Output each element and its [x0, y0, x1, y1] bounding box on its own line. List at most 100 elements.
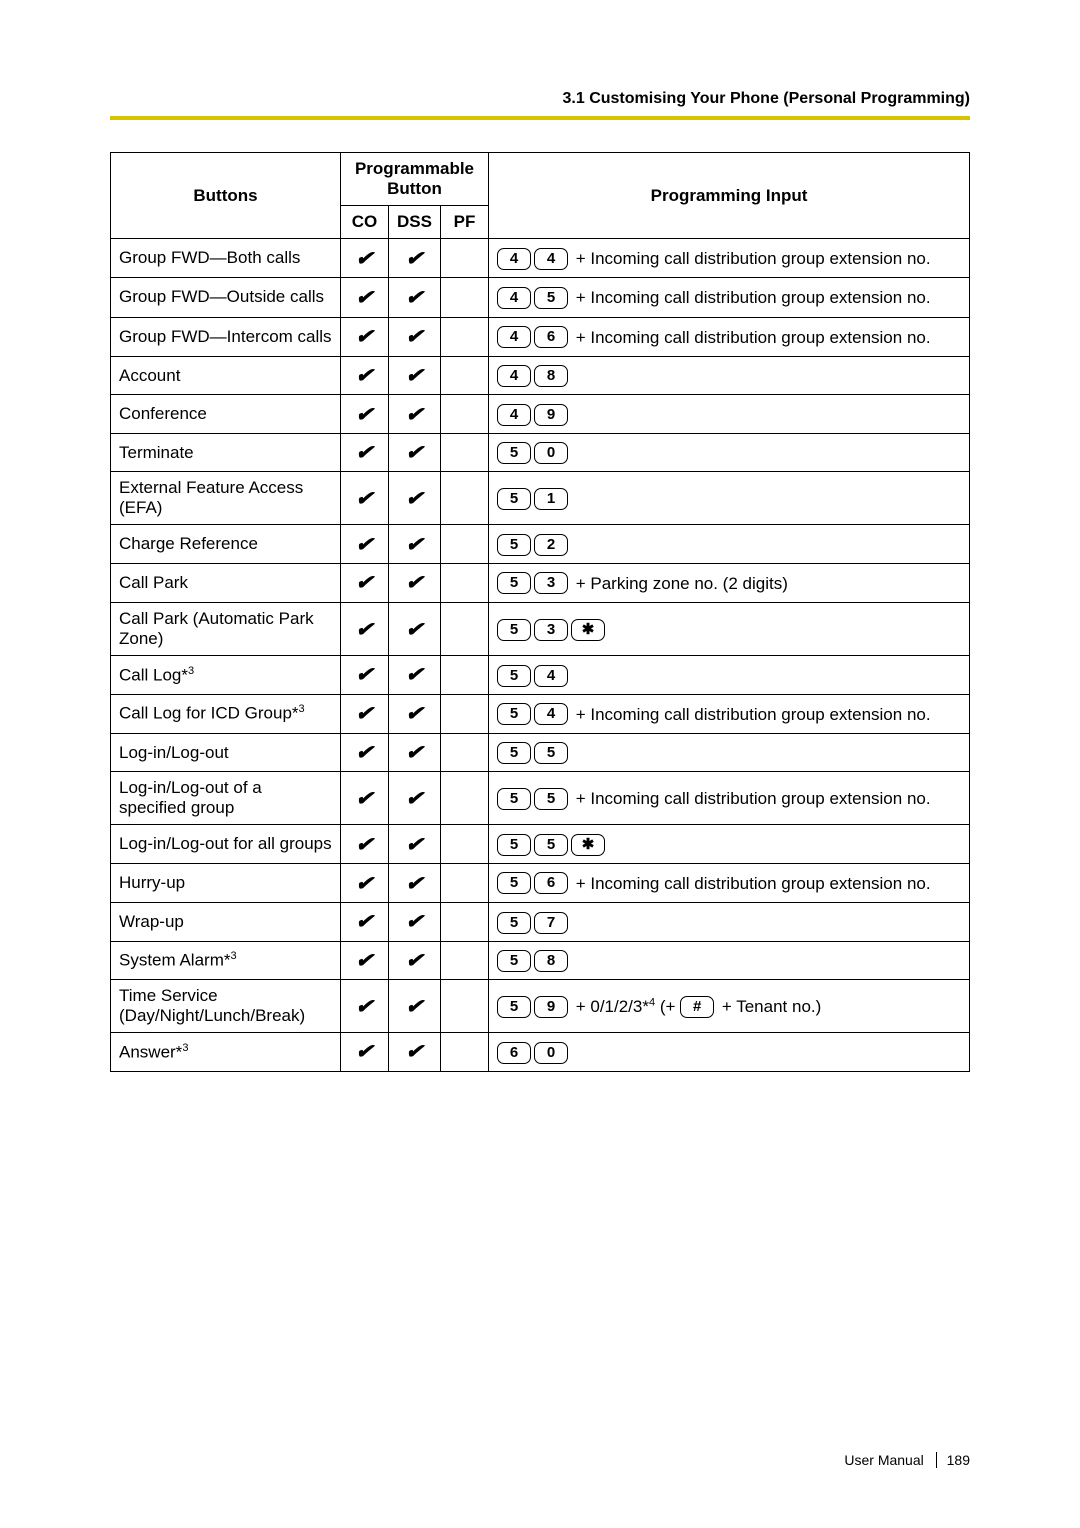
cell-co: ✔ — [341, 317, 389, 356]
cell-dss: ✔ — [389, 694, 441, 733]
cell-dss: ✔ — [389, 472, 441, 525]
th-pf: PF — [441, 206, 489, 239]
check-icon: ✔ — [405, 994, 423, 1019]
cell-co: ✔ — [341, 395, 389, 434]
check-icon: ✔ — [355, 832, 373, 857]
check-icon: ✔ — [355, 402, 373, 427]
cell-button-label: Log-in/Log-out — [111, 733, 341, 772]
cell-dss: ✔ — [389, 656, 441, 695]
cell-pf — [441, 694, 489, 733]
cell-dss: ✔ — [389, 772, 441, 825]
cell-programming-input: 51 — [489, 472, 970, 525]
cell-pf — [441, 603, 489, 656]
cell-button-label: Conference — [111, 395, 341, 434]
cell-button-label: System Alarm*3 — [111, 941, 341, 980]
cell-programming-input: 45 + Incoming call distribution group ex… — [489, 278, 970, 317]
keycap: 5 — [534, 287, 568, 309]
keycap: 3 — [534, 619, 568, 641]
check-icon: ✔ — [355, 440, 373, 465]
programming-table: Buttons Programmable Button Programming … — [110, 152, 970, 1072]
table-row: Hurry-up✔✔56 + Incoming call distributio… — [111, 863, 970, 902]
table-row: Call Log*3✔✔54 — [111, 656, 970, 695]
cell-programming-input: 59 + 0/1/2/3*4 (+ # + Tenant no.) — [489, 980, 970, 1033]
cell-pf — [441, 317, 489, 356]
cell-button-label: Log-in/Log-out of a specified group — [111, 772, 341, 825]
cell-co: ✔ — [341, 1033, 389, 1072]
cell-dss: ✔ — [389, 563, 441, 602]
cell-dss: ✔ — [389, 1033, 441, 1072]
cell-pf — [441, 433, 489, 472]
check-icon: ✔ — [355, 740, 373, 765]
cell-co: ✔ — [341, 941, 389, 980]
cell-co: ✔ — [341, 603, 389, 656]
keycap: 0 — [534, 442, 568, 464]
section-header: 3.1 Customising Your Phone (Personal Pro… — [110, 90, 970, 120]
check-icon: ✔ — [355, 948, 373, 973]
table-row: Group FWD—Both calls✔✔44 + Incoming call… — [111, 239, 970, 278]
cell-dss: ✔ — [389, 733, 441, 772]
cell-pf — [441, 825, 489, 864]
input-suffix: + Incoming call distribution group exten… — [571, 704, 931, 723]
cell-co: ✔ — [341, 694, 389, 733]
cell-programming-input: 55✱ — [489, 825, 970, 864]
cell-pf — [441, 356, 489, 395]
footer-manual: User Manual — [844, 1452, 923, 1468]
cell-button-label: Account — [111, 356, 341, 395]
keycap: 0 — [534, 1042, 568, 1064]
cell-dss: ✔ — [389, 356, 441, 395]
check-icon: ✔ — [405, 285, 423, 310]
keycap: 5 — [497, 665, 531, 687]
check-icon: ✔ — [405, 486, 423, 511]
keycap: 4 — [534, 665, 568, 687]
check-icon: ✔ — [405, 363, 423, 388]
check-icon: ✔ — [355, 246, 373, 271]
keycap: 5 — [534, 742, 568, 764]
cell-co: ✔ — [341, 433, 389, 472]
th-co: CO — [341, 206, 389, 239]
check-icon: ✔ — [405, 740, 423, 765]
table-row: Group FWD—Outside calls✔✔45 + Incoming c… — [111, 278, 970, 317]
keycap: 4 — [497, 326, 531, 348]
cell-pf — [441, 278, 489, 317]
keycap: 4 — [497, 287, 531, 309]
keycap: 5 — [497, 834, 531, 856]
table-row: Wrap-up✔✔57 — [111, 903, 970, 942]
keycap: 6 — [534, 326, 568, 348]
cell-dss: ✔ — [389, 903, 441, 942]
input-suffix: + Incoming call distribution group exten… — [571, 288, 931, 307]
keycap: 6 — [534, 872, 568, 894]
check-icon: ✔ — [405, 532, 423, 557]
keycap: 5 — [497, 996, 531, 1018]
keycap: 5 — [497, 442, 531, 464]
cell-pf — [441, 772, 489, 825]
cell-programming-input: 53✱ — [489, 603, 970, 656]
table-row: Answer*3✔✔60 — [111, 1033, 970, 1072]
cell-button-label: Call Park — [111, 563, 341, 602]
cell-pf — [441, 239, 489, 278]
check-icon: ✔ — [405, 909, 423, 934]
th-prog-button: Programmable Button — [341, 153, 489, 206]
check-icon: ✔ — [355, 871, 373, 896]
cell-button-label: Charge Reference — [111, 525, 341, 564]
check-icon: ✔ — [355, 1039, 373, 1064]
cell-dss: ✔ — [389, 525, 441, 564]
cell-programming-input: 54 — [489, 656, 970, 695]
cell-dss: ✔ — [389, 603, 441, 656]
input-suffix: + Incoming call distribution group exten… — [571, 789, 931, 808]
check-icon: ✔ — [355, 570, 373, 595]
table-row: Call Park (Automatic Park Zone)✔✔53✱ — [111, 603, 970, 656]
keycap: # — [680, 996, 714, 1018]
cell-button-label: Group FWD—Intercom calls — [111, 317, 341, 356]
input-suffix: + Parking zone no. (2 digits) — [571, 574, 788, 593]
cell-dss: ✔ — [389, 317, 441, 356]
keycap: 9 — [534, 996, 568, 1018]
check-icon: ✔ — [405, 948, 423, 973]
keycap: 4 — [497, 248, 531, 270]
cell-pf — [441, 525, 489, 564]
cell-programming-input: 57 — [489, 903, 970, 942]
cell-co: ✔ — [341, 733, 389, 772]
check-icon: ✔ — [355, 363, 373, 388]
cell-co: ✔ — [341, 239, 389, 278]
cell-pf — [441, 472, 489, 525]
cell-pf — [441, 1033, 489, 1072]
